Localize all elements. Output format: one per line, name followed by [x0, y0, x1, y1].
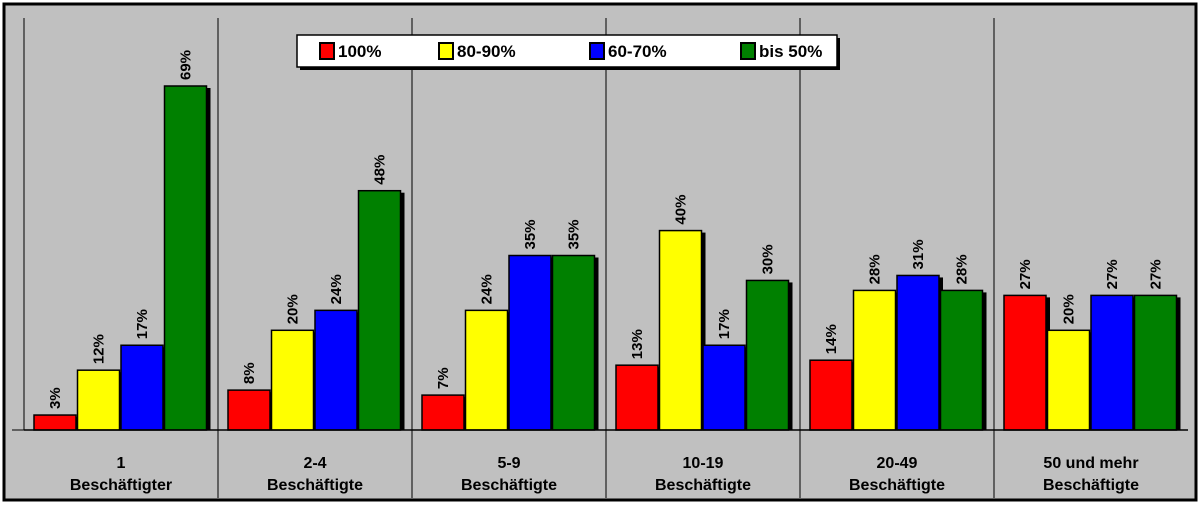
bar-60-70--5: [1090, 294, 1134, 431]
x-tick-label: Beschäftigte: [1043, 477, 1139, 494]
x-tick-label: Beschäftigte: [849, 477, 945, 494]
legend-swatch: [319, 42, 335, 60]
bar-100--5: [1003, 294, 1047, 431]
bar-100--1: [227, 389, 271, 431]
data-label: 24%: [479, 274, 496, 304]
bar-100--0: [33, 414, 77, 431]
x-tick-label: 10-19: [683, 455, 724, 472]
data-label: 27%: [1017, 259, 1034, 289]
data-label: 17%: [134, 309, 151, 339]
data-label: 24%: [328, 274, 345, 304]
bar-60-70--1: [314, 309, 358, 431]
legend: 100% 80-90% 60-70% bis 50%: [296, 34, 840, 70]
legend-swatch: [438, 42, 454, 60]
data-label: 30%: [760, 244, 777, 274]
data-label: 20%: [1061, 294, 1078, 324]
bar-60-70--3: [702, 344, 746, 431]
data-label: 20%: [285, 294, 302, 324]
data-label: 48%: [372, 155, 389, 185]
data-label: 69%: [178, 50, 195, 80]
data-label: 28%: [954, 254, 971, 284]
x-tick-label: 20-49: [877, 455, 918, 472]
data-label: 40%: [673, 195, 690, 225]
bar-100--4: [809, 359, 853, 431]
data-label: 12%: [91, 334, 108, 364]
bar-80-90--5: [1046, 329, 1091, 431]
bar-80-90--0: [76, 369, 121, 431]
x-tick-label: 50 und mehr: [1043, 455, 1138, 472]
bar-bis-50--1: [357, 189, 402, 431]
bar-100--3: [615, 364, 659, 431]
data-label: 7%: [435, 367, 452, 389]
bar-60-70--2: [508, 254, 552, 431]
data-label: 35%: [566, 219, 583, 249]
bar-bis-50--4: [939, 289, 984, 431]
x-tick-label: Beschäftigte: [461, 477, 557, 494]
bar-bis-50--3: [745, 279, 790, 431]
bar-100--2: [421, 394, 465, 431]
x-tick-label: 1: [117, 455, 126, 472]
bar-80-90--4: [852, 289, 897, 431]
x-tick-label: Beschäftigte: [267, 477, 363, 494]
data-label: 13%: [629, 329, 646, 359]
data-label: 31%: [910, 239, 927, 269]
x-tick-label: Beschäftigter: [70, 477, 172, 494]
bar-bis-50--5: [1133, 294, 1178, 431]
legend-swatch: [589, 42, 605, 60]
legend-label: 100%: [338, 42, 381, 61]
data-label: 28%: [867, 254, 884, 284]
legend-label: bis 50%: [759, 42, 822, 61]
legend-label: 60-70%: [608, 42, 667, 61]
data-label: 35%: [522, 219, 539, 249]
bar-80-90--3: [658, 229, 703, 431]
x-tick-label: 5-9: [497, 455, 520, 472]
data-label: 14%: [823, 324, 840, 354]
data-label: 17%: [716, 309, 733, 339]
bar-80-90--1: [270, 329, 315, 431]
x-tick-label: Beschäftigte: [655, 477, 751, 494]
bar-60-70--4: [896, 274, 940, 431]
legend-label: 80-90%: [457, 42, 516, 61]
data-label: 27%: [1148, 259, 1165, 289]
data-label: 8%: [241, 362, 258, 384]
legend-swatch: [740, 42, 756, 60]
bar-60-70--0: [120, 344, 164, 431]
x-tick-label: 2-4: [303, 455, 326, 472]
data-label: 3%: [47, 387, 64, 409]
bar-bis-50--0: [163, 85, 208, 431]
data-label: 27%: [1104, 259, 1121, 289]
bar-bis-50--2: [551, 254, 596, 431]
bar-80-90--2: [464, 309, 509, 431]
